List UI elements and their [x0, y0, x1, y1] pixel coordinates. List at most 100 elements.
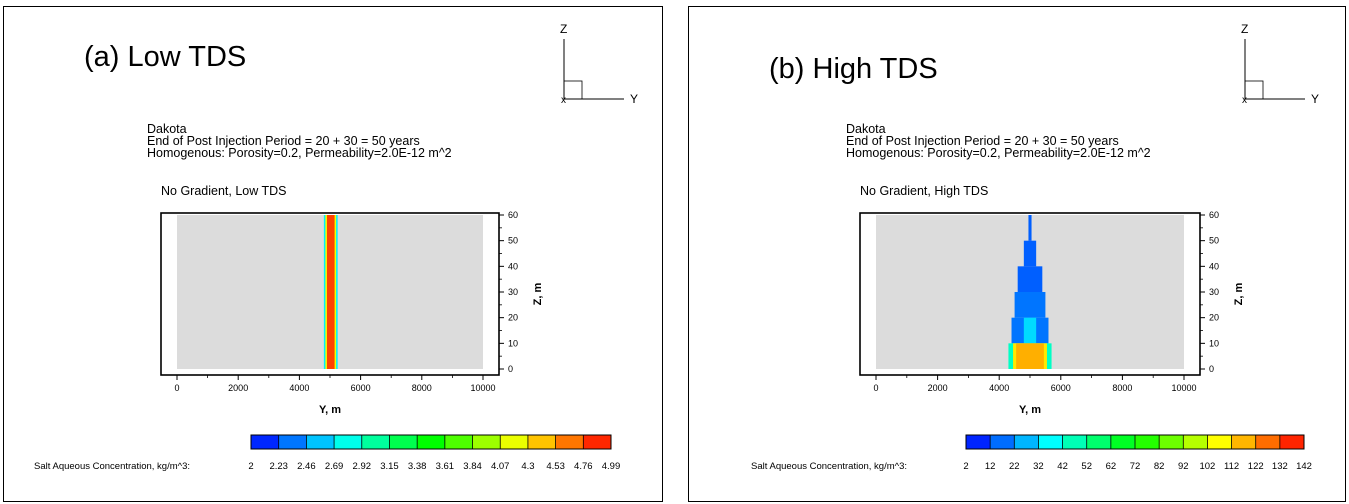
colorbar-label: Salt Aqueous Concentration, kg/m^3:: [34, 461, 190, 472]
triad-y-label: Y: [630, 92, 638, 106]
x-axis-label: Y, m: [1019, 404, 1041, 416]
colorbar-label: Salt Aqueous Concentration, kg/m^3:: [751, 461, 907, 472]
axis-triad: Zx Y: [1241, 22, 1319, 106]
x-tick-label: 4000: [989, 383, 1009, 393]
colorbar-tick-label: 3.15: [380, 461, 399, 472]
colorbar-segment: [1014, 435, 1039, 449]
y-tick-label: 20: [508, 313, 518, 323]
header-line: End of Post Injection Period = 20 + 30 =…: [147, 134, 420, 148]
colorbar-segment: [1135, 435, 1160, 449]
header-line: Dakota: [147, 122, 187, 136]
x-tick-label: 0: [873, 383, 878, 393]
plot-title: No Gradient, High TDS: [860, 184, 988, 198]
plume-cell: [1028, 215, 1032, 241]
y-tick-label: 30: [1209, 287, 1219, 297]
colorbar-tick-label: 82: [1154, 461, 1165, 472]
colorbar-tick-label: 4.53: [546, 461, 565, 472]
colorbar-tick-label: 52: [1081, 461, 1092, 472]
x-tick-label: 0: [174, 383, 179, 393]
colorbar-tick-label: 3.38: [408, 461, 427, 472]
y-tick-label: 0: [1209, 364, 1214, 374]
x-tick-label: 8000: [1112, 383, 1132, 393]
colorbar-segment: [1183, 435, 1208, 449]
x-tick-label: 6000: [351, 383, 371, 393]
colorbar-tick-label: 42: [1057, 461, 1068, 472]
triad-x-mark: x: [561, 95, 566, 106]
x-tick-label: 10000: [470, 383, 495, 393]
colorbar-segment: [555, 435, 584, 449]
header-line: End of Post Injection Period = 20 + 30 =…: [846, 134, 1119, 148]
colorbar-segment: [361, 435, 390, 449]
y-tick-label: 10: [508, 338, 518, 348]
header-line: Homogenous: Porosity=0.2, Permeability=2…: [846, 146, 1151, 160]
panel-label: (b) High TDS: [769, 53, 938, 85]
colorbar-segment: [417, 435, 446, 449]
colorbar-tick-label: 2: [963, 461, 968, 472]
triad-x-mark: x: [1242, 95, 1247, 106]
x-tick-label: 2000: [228, 383, 248, 393]
colorbar-segment: [1207, 435, 1233, 449]
x-tick-label: 4000: [289, 383, 309, 393]
colorbar-segment: [1279, 435, 1305, 449]
x-axis-label: Y, m: [319, 404, 341, 416]
plume-cell: [1017, 266, 1043, 292]
y-tick-label: 50: [508, 236, 518, 246]
colorbar-tick-label: 3.84: [463, 461, 482, 472]
colorbar-segment: [966, 435, 991, 449]
colorbar-segment: [1159, 435, 1184, 449]
y-tick-label: 30: [508, 287, 518, 297]
y-tick-label: 60: [508, 210, 518, 220]
colorbar-tick-label: 2.23: [269, 461, 288, 472]
colorbar-tick-label: 22: [1009, 461, 1020, 472]
colorbar-tick-label: 72: [1130, 461, 1141, 472]
x-tick-label: 8000: [412, 383, 432, 393]
y-tick-label: 20: [1209, 313, 1219, 323]
colorbar-tick-label: 102: [1199, 461, 1215, 472]
colorbar-segment: [251, 435, 280, 449]
triad-z-label: Z: [1241, 22, 1248, 36]
colorbar-segment: [472, 435, 501, 449]
colorbar-segment: [1110, 435, 1136, 449]
header-line: Homogenous: Porosity=0.2, Permeability=2…: [147, 146, 452, 160]
x-tick-label: 6000: [1051, 383, 1071, 393]
colorbar-segment: [583, 435, 612, 449]
colorbar-tick-label: 2.46: [297, 461, 316, 472]
plume-cell: [1023, 240, 1037, 267]
colorbar-tick-label: 2: [248, 461, 253, 472]
plume-cell: [1023, 317, 1037, 344]
colorbar-tick-label: 142: [1296, 461, 1312, 472]
y-axis-label: Z, m: [532, 282, 544, 305]
colorbar-tick-label: 4.99: [602, 461, 621, 472]
colorbar-tick-label: 12: [985, 461, 996, 472]
colorbar-segment: [990, 435, 1015, 449]
plot-title: No Gradient, Low TDS: [161, 184, 287, 198]
colorbar-tick-label: 62: [1106, 461, 1117, 472]
colorbar-segment: [444, 435, 474, 449]
colorbar-segment: [1038, 435, 1064, 449]
colorbar-segment: [1086, 435, 1112, 449]
colorbar-segment: [1255, 435, 1281, 449]
y-axis-label: Z, m: [1233, 282, 1245, 305]
colorbar-tick-label: 92: [1178, 461, 1189, 472]
x-tick-label: 10000: [1171, 383, 1196, 393]
y-tick-label: 60: [1209, 210, 1219, 220]
y-tick-label: 0: [508, 364, 513, 374]
colorbar-tick-label: 32: [1033, 461, 1044, 472]
colorbar-tick-label: 2.92: [353, 461, 372, 472]
colorbar-segment: [527, 435, 557, 449]
triad-box: [1244, 80, 1264, 100]
y-tick-label: 40: [1209, 261, 1219, 271]
panel-label: (a) Low TDS: [84, 41, 247, 73]
colorbar-segment: [1062, 435, 1088, 449]
colorbar-tick-label: 132: [1272, 461, 1288, 472]
triad-box: [563, 80, 583, 100]
plume-cell: [326, 215, 335, 369]
colorbar-tick-label: 4.07: [491, 461, 510, 472]
colorbar-segment: [278, 435, 307, 449]
colorbar-segment: [334, 435, 363, 449]
plume-cell: [1014, 292, 1046, 318]
